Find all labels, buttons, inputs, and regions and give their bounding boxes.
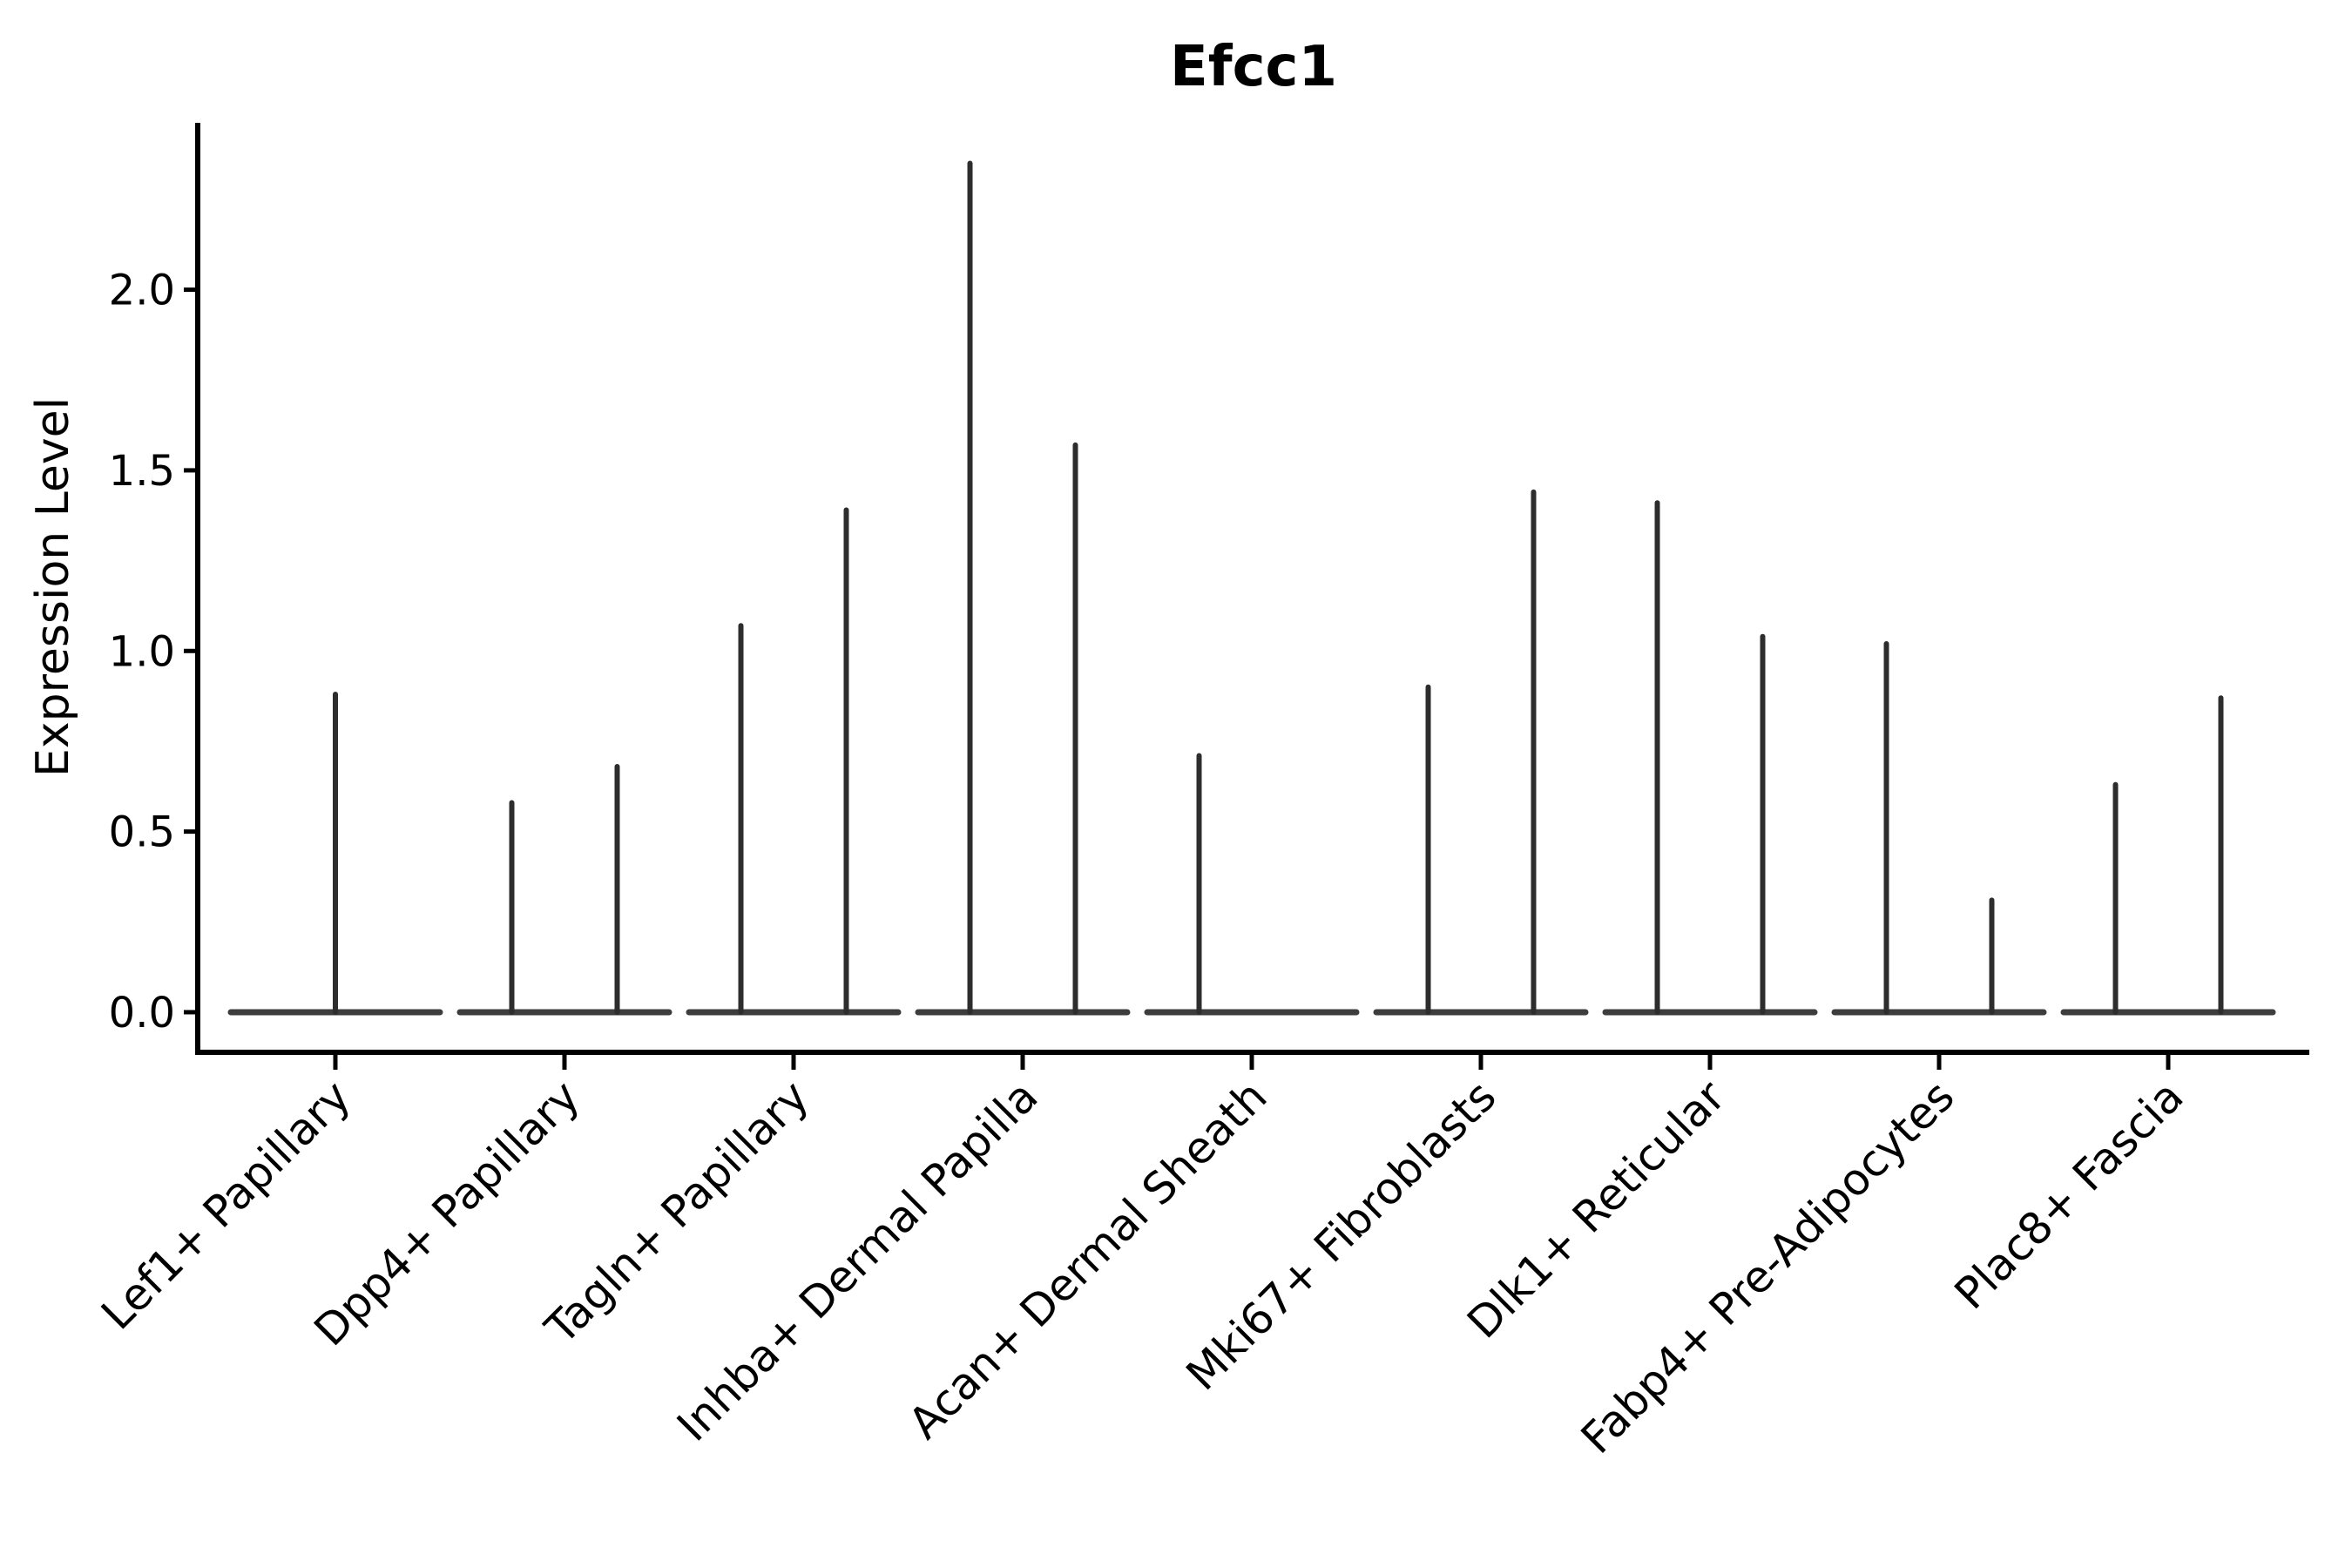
- y-axis-label: Expression Level: [27, 397, 79, 777]
- y-tick-label: 2.0: [109, 267, 175, 315]
- x-tick-label: Lef1+ Papillary: [91, 1071, 360, 1339]
- violin: [915, 160, 1131, 1016]
- violins: [227, 160, 2276, 1016]
- violin: [1602, 500, 1818, 1016]
- y-tick-label: 1.5: [109, 447, 175, 496]
- violin: [686, 507, 902, 1016]
- plot-title: Efcc1: [1170, 35, 1337, 99]
- violin: [1831, 640, 2047, 1016]
- y-tick-label: 1.0: [109, 627, 175, 676]
- y-tick-label: 0.0: [109, 989, 175, 1037]
- y-axis: 0.0 0.5 1.0 1.5 2.0: [109, 267, 198, 1037]
- violin: [227, 692, 443, 1016]
- violin: [1373, 489, 1589, 1016]
- x-tick-label: Plac8+ Fascia: [1945, 1071, 2193, 1319]
- violin: [456, 763, 672, 1016]
- violin: [1144, 753, 1360, 1016]
- violin: [2060, 695, 2276, 1016]
- x-tick-label: Fabp4+ Pre-Adipocytes: [1571, 1071, 1964, 1463]
- y-tick-label: 0.5: [109, 808, 175, 857]
